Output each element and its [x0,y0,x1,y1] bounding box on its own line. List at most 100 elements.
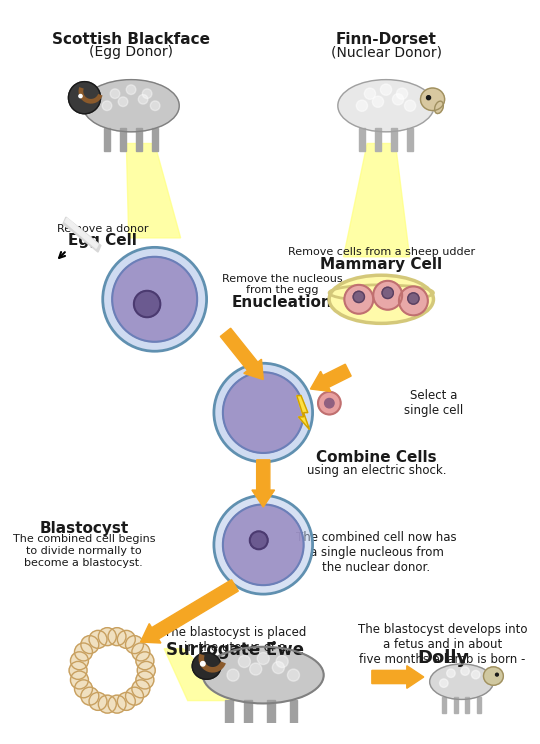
Circle shape [214,496,313,594]
Ellipse shape [421,88,444,111]
Circle shape [98,695,116,713]
Circle shape [125,687,144,705]
Text: (Nuclear Donor): (Nuclear Donor) [330,45,442,60]
Polygon shape [343,144,410,257]
Polygon shape [164,649,235,701]
Circle shape [112,257,197,341]
Circle shape [132,643,150,661]
Circle shape [427,96,430,100]
Circle shape [134,291,160,317]
Circle shape [396,88,408,99]
Circle shape [117,693,136,711]
Circle shape [89,630,107,648]
Bar [454,697,458,713]
Ellipse shape [203,647,323,703]
Circle shape [89,693,107,711]
Bar [391,128,397,151]
Circle shape [69,82,100,114]
Circle shape [214,363,313,462]
Text: Remove the nucleous
from the egg: Remove the nucleous from the egg [222,274,342,295]
Circle shape [136,652,154,670]
Circle shape [137,661,155,679]
Text: Dolly: Dolly [417,649,468,667]
Circle shape [200,661,205,666]
Circle shape [345,285,373,314]
Circle shape [447,669,455,678]
Circle shape [108,628,126,646]
Text: Select a
single cell: Select a single cell [403,389,463,417]
Circle shape [380,84,392,95]
FancyArrow shape [140,580,238,643]
Circle shape [249,663,262,675]
Ellipse shape [192,652,221,679]
Circle shape [272,661,285,673]
FancyArrow shape [310,365,351,391]
Text: The blastocyst is placed
in the uterus of a: The blastocyst is placed in the uterus o… [164,626,306,654]
Circle shape [81,687,99,705]
Circle shape [117,630,136,648]
Text: Combine Cells: Combine Cells [316,450,437,466]
FancyArrow shape [220,328,264,379]
Circle shape [103,247,207,351]
Circle shape [238,655,251,667]
Text: Mammary Cell: Mammary Cell [320,257,442,272]
Circle shape [136,671,154,689]
Polygon shape [126,144,180,238]
Circle shape [373,96,383,107]
Circle shape [75,643,92,661]
Circle shape [461,667,469,676]
Circle shape [223,372,303,453]
Bar [267,700,274,726]
Ellipse shape [483,667,503,685]
Circle shape [81,635,99,653]
Polygon shape [65,218,98,248]
Circle shape [356,100,368,112]
Circle shape [71,652,89,670]
FancyArrow shape [252,460,274,507]
Bar [465,697,469,713]
Text: Remove a donor: Remove a donor [57,224,148,234]
Circle shape [150,101,160,111]
Bar [226,700,233,726]
Circle shape [98,628,116,646]
Circle shape [393,94,404,105]
Bar [375,128,381,151]
Circle shape [69,661,87,679]
Text: The combined cell begins
to divide normally to
become a blastocyst.: The combined cell begins to divide norma… [12,534,155,568]
Ellipse shape [83,80,179,132]
Bar [136,128,143,151]
Ellipse shape [430,664,494,699]
Text: Remove cells from a sheep udder: Remove cells from a sheep udder [288,247,475,257]
FancyArrow shape [372,666,424,688]
Bar [289,700,297,726]
Circle shape [382,287,393,298]
Circle shape [75,680,92,698]
Text: Blastocyst: Blastocyst [39,522,129,536]
Circle shape [373,280,402,310]
Circle shape [276,655,288,667]
Circle shape [399,286,428,315]
Circle shape [102,101,112,111]
Circle shape [496,673,498,676]
Circle shape [125,635,144,653]
Text: Surrogate Ewe: Surrogate Ewe [166,641,304,659]
Circle shape [118,97,128,106]
Ellipse shape [329,275,434,324]
Bar [359,128,365,151]
Circle shape [250,531,268,549]
Bar [477,697,481,713]
Polygon shape [63,217,101,252]
Circle shape [440,679,448,687]
Text: Enucleation: Enucleation [232,295,333,310]
Circle shape [132,680,150,698]
Bar [104,128,110,151]
Circle shape [126,85,136,94]
Circle shape [110,89,120,98]
Circle shape [138,94,148,104]
Bar [407,128,413,151]
Text: (Egg Donor): (Egg Donor) [89,45,173,60]
Circle shape [408,293,419,304]
Circle shape [325,399,334,408]
Bar [245,700,252,726]
Text: The blastocyst develops into
a fetus and in about
five months a lamb is born -: The blastocyst develops into a fetus and… [358,623,528,666]
